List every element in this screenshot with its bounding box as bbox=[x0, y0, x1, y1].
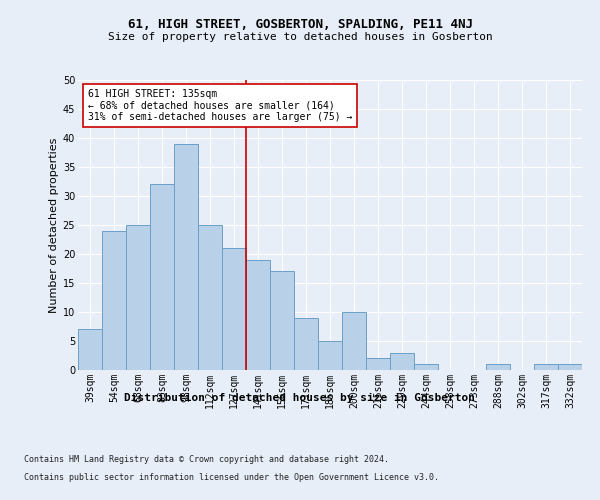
Y-axis label: Number of detached properties: Number of detached properties bbox=[49, 138, 59, 312]
Bar bbox=[534, 364, 558, 370]
Bar bbox=[126, 225, 150, 370]
Bar bbox=[342, 312, 366, 370]
Bar bbox=[78, 330, 102, 370]
Bar bbox=[414, 364, 438, 370]
Text: 61 HIGH STREET: 135sqm
← 68% of detached houses are smaller (164)
31% of semi-de: 61 HIGH STREET: 135sqm ← 68% of detached… bbox=[88, 88, 352, 122]
Bar bbox=[366, 358, 390, 370]
Bar bbox=[102, 231, 126, 370]
Bar bbox=[174, 144, 198, 370]
Bar bbox=[558, 364, 582, 370]
Text: Distribution of detached houses by size in Gosberton: Distribution of detached houses by size … bbox=[125, 392, 476, 402]
Bar bbox=[318, 341, 342, 370]
Bar bbox=[198, 225, 222, 370]
Bar bbox=[270, 272, 294, 370]
Bar bbox=[294, 318, 318, 370]
Bar bbox=[390, 352, 414, 370]
Text: Contains public sector information licensed under the Open Government Licence v3: Contains public sector information licen… bbox=[24, 472, 439, 482]
Bar bbox=[150, 184, 174, 370]
Text: Size of property relative to detached houses in Gosberton: Size of property relative to detached ho… bbox=[107, 32, 493, 42]
Bar bbox=[486, 364, 510, 370]
Text: Contains HM Land Registry data © Crown copyright and database right 2024.: Contains HM Land Registry data © Crown c… bbox=[24, 455, 389, 464]
Text: 61, HIGH STREET, GOSBERTON, SPALDING, PE11 4NJ: 61, HIGH STREET, GOSBERTON, SPALDING, PE… bbox=[128, 18, 473, 30]
Bar bbox=[246, 260, 270, 370]
Bar bbox=[222, 248, 246, 370]
